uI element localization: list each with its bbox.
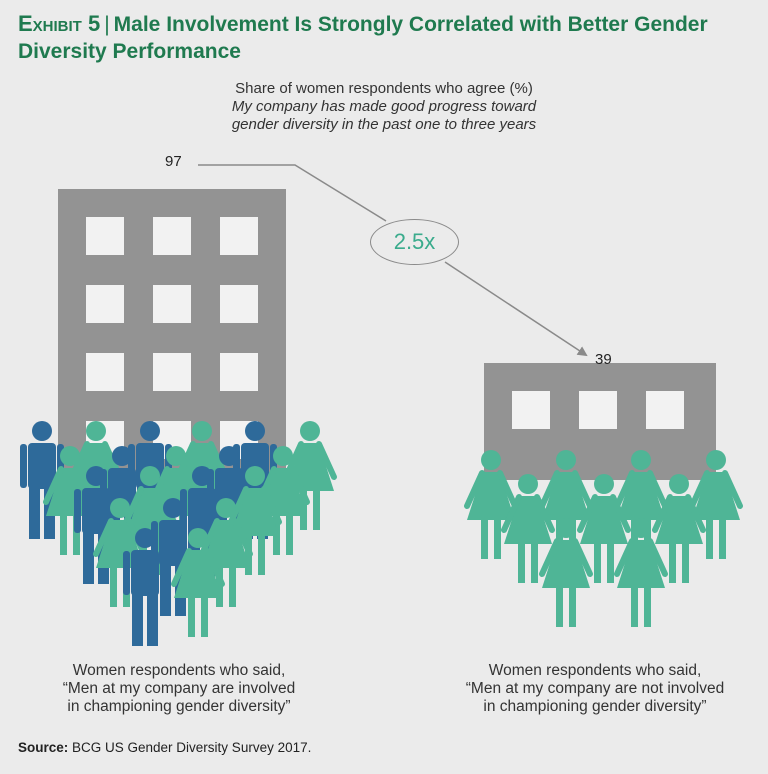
building-window [220, 285, 258, 323]
value-label-not-involved: 39 [595, 351, 612, 368]
chart-subtitle: Share of women respondents who agree (%)… [0, 80, 768, 134]
title-separator: | [104, 13, 110, 36]
building-window [153, 217, 191, 255]
woman-icon [577, 474, 631, 583]
woman-icon [614, 518, 668, 627]
caption-not-involved-line3: in championing gender diversity” [483, 698, 707, 715]
exhibit-title: Male Involvement Is Strongly Correlated … [18, 13, 708, 63]
building-window [86, 353, 124, 391]
building-window [86, 285, 124, 323]
woman-icon [689, 450, 743, 559]
source-text: BCG US Gender Diversity Survey 2017. [68, 740, 312, 755]
woman-icon [539, 518, 593, 627]
caption-involved-line3: in championing gender diversity” [67, 698, 291, 715]
source-label: Source: [18, 740, 69, 755]
building-window [646, 391, 684, 429]
caption-involved-line2: “Men at my company are involved [62, 680, 296, 697]
exhibit-label: Exhibit 5 [18, 11, 101, 36]
caption-not-involved: Women respondents who said, “Men at my c… [430, 662, 760, 716]
man-icon [123, 528, 167, 646]
building-window [153, 285, 191, 323]
ratio-badge: 2.5x [370, 219, 459, 265]
measure-label: Share of women respondents who agree (%) [235, 80, 533, 97]
ratio-connector-line [198, 164, 387, 222]
woman-icon [464, 450, 518, 559]
caption-not-involved-line2: “Men at my company are not involved [465, 680, 725, 697]
building-window [512, 391, 550, 429]
caption-involved-line1: Women respondents who said, [72, 662, 286, 679]
woman-icon [614, 450, 668, 559]
building-window [220, 217, 258, 255]
chart-title: Exhibit 5 | Male Involvement Is Strongly C… [18, 10, 758, 65]
building-window [220, 353, 258, 391]
caption-involved: Women respondents who said, “Men at my c… [14, 662, 344, 716]
survey-question: My company has made good progress toward… [231, 98, 537, 133]
woman-icon [501, 474, 555, 583]
source-note: Source: BCG US Gender Diversity Survey 2… [18, 740, 311, 755]
woman-icon [539, 450, 593, 559]
woman-icon [256, 446, 310, 555]
woman-icon [171, 528, 225, 637]
woman-icon [652, 474, 706, 583]
building-window [153, 353, 191, 391]
ratio-arrow [444, 261, 588, 357]
building-window [579, 391, 617, 429]
woman-icon [199, 498, 253, 607]
building-window [86, 217, 124, 255]
caption-not-involved-line1: Women respondents who said, [488, 662, 702, 679]
value-label-involved: 97 [165, 153, 182, 170]
